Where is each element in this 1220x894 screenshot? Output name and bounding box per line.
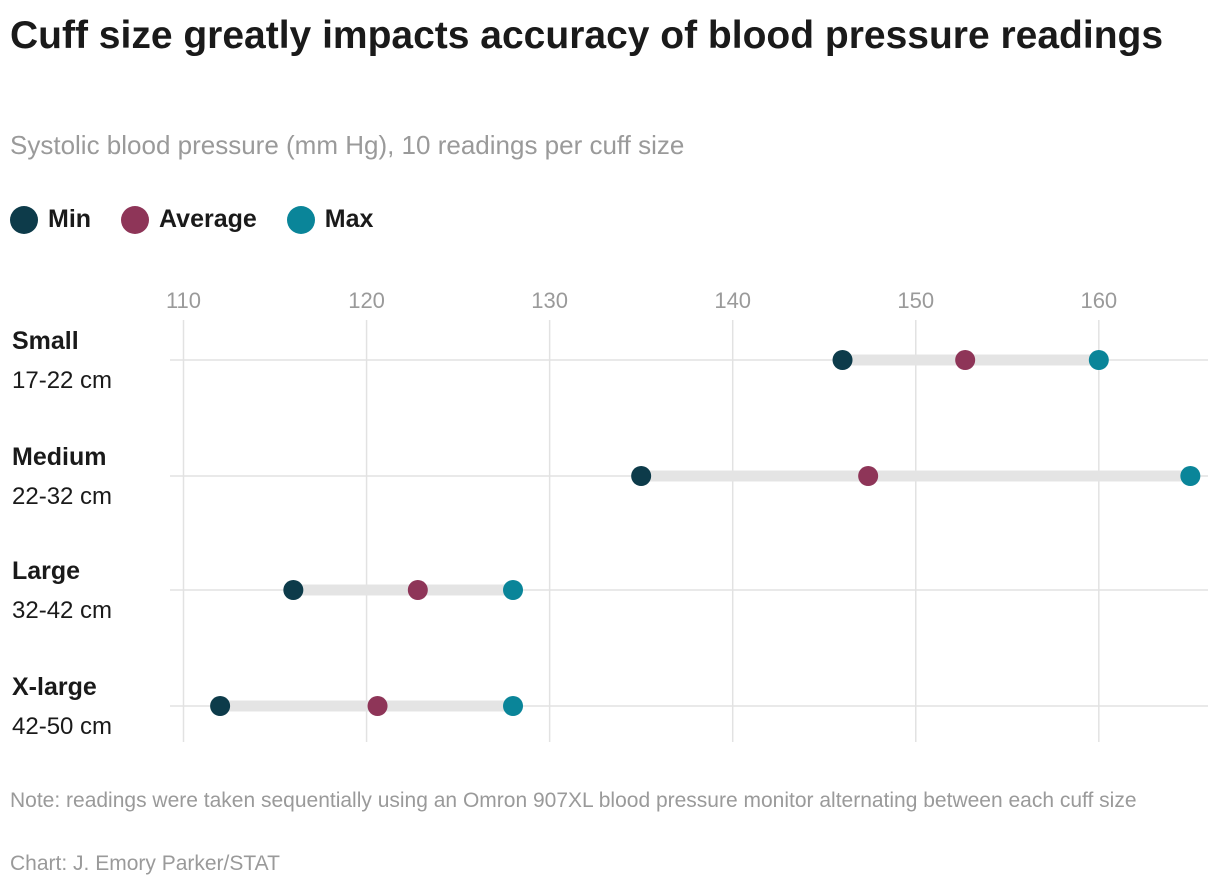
- legend-min-dot: [10, 205, 38, 234]
- min-point-large: [283, 580, 304, 600]
- dumbbell-chart: 110 120 130 140 150 160 Small 17-22 cm Medium 22-…: [12, 288, 1208, 742]
- chart-credit: Chart: J. Emory Parker/STAT: [10, 852, 280, 875]
- legend: Min Average Max: [10, 205, 403, 234]
- x-tick-label-130: 130: [531, 288, 568, 313]
- max-point-medium: [1180, 466, 1201, 486]
- legend-average-dot: [121, 205, 150, 234]
- x-tick-label-110: 110: [166, 288, 201, 313]
- max-point-large: [503, 580, 524, 600]
- x-tick-label-140: 140: [714, 288, 751, 313]
- chart-title: Cuff size greatly impacts accuracy of bl…: [10, 14, 1164, 57]
- legend-max-label: Max: [324, 205, 374, 233]
- category-label-medium: Medium: [12, 443, 106, 471]
- chart-subtitle: Systolic blood pressure (mm Hg), 10 read…: [10, 130, 685, 160]
- legend-item-min: Min: [10, 205, 91, 234]
- legend-min-label: Min: [48, 205, 92, 233]
- category-range-large: 32-42 cm: [12, 597, 112, 624]
- legend-average-label: Average: [159, 205, 257, 233]
- category-label-large: Large: [12, 557, 80, 585]
- min-point-small: [832, 350, 853, 370]
- max-point-small: [1088, 350, 1109, 370]
- x-tick-label-160: 160: [1080, 288, 1117, 313]
- legend-item-max: Max: [286, 205, 374, 234]
- category-range-medium: 22-32 cm: [12, 483, 112, 510]
- average-point-large: [407, 580, 428, 600]
- category-range-small: 17-22 cm: [12, 367, 112, 394]
- x-tick-label-150: 150: [897, 288, 934, 313]
- category-range-x-large: 42-50 cm: [12, 713, 112, 740]
- average-point-x-large: [367, 696, 388, 716]
- x-tick-label-120: 120: [348, 288, 385, 313]
- legend-max-dot: [286, 205, 315, 234]
- category-label-small: Small: [12, 327, 79, 355]
- category-label-x-large: X-large: [12, 673, 97, 701]
- average-point-small: [955, 350, 976, 370]
- average-point-medium: [858, 466, 879, 486]
- min-point-medium: [631, 466, 652, 486]
- chart-note: Note: readings were taken sequentially u…: [10, 789, 1137, 812]
- legend-item-average: Average: [121, 205, 257, 234]
- min-point-x-large: [210, 696, 231, 716]
- max-point-x-large: [503, 696, 524, 716]
